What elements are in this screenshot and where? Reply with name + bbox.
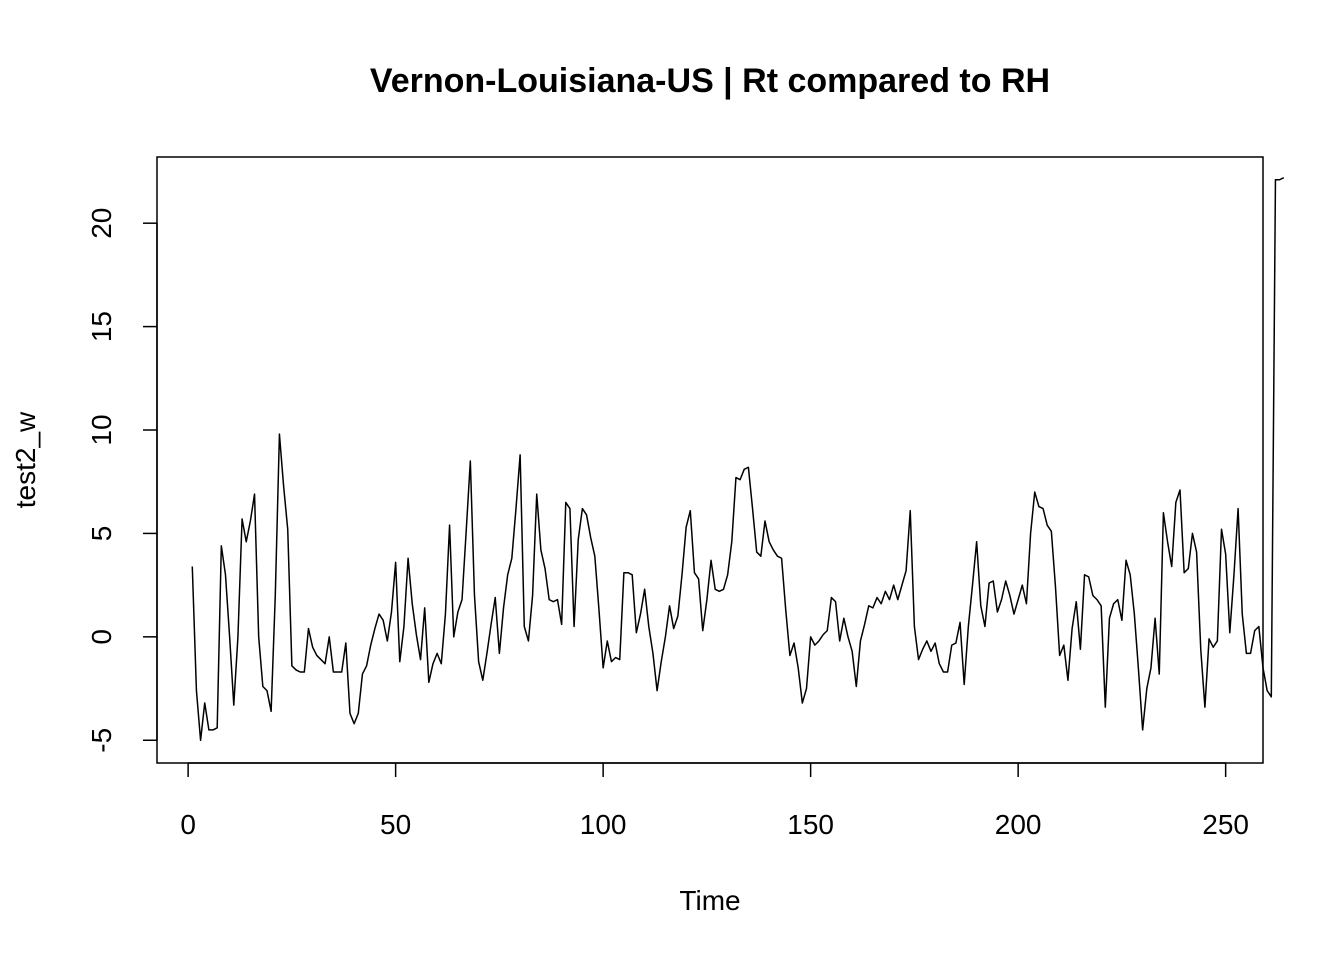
y-tick-label: -5: [86, 728, 117, 753]
x-tick-label: 100: [580, 809, 627, 840]
y-tick-label: 10: [86, 414, 117, 445]
series-layer: [191, 177, 1285, 741]
y-tick-label: 15: [86, 311, 117, 342]
x-tick-label: 150: [787, 809, 834, 840]
y-tick-label: 0: [86, 629, 117, 645]
y-axis-label: test2_w: [10, 411, 41, 508]
y-tick-label: 20: [86, 208, 117, 239]
x-tick-label: 0: [180, 809, 196, 840]
x-axis: 0 50 100 150 200 250: [180, 762, 1249, 840]
x-tick-label: 200: [995, 809, 1042, 840]
plot-frame: [156, 156, 1264, 764]
y-tick-label: 5: [86, 526, 117, 542]
x-tick-label: 250: [1202, 809, 1249, 840]
y-axis: -5 0 5 10 15 20: [86, 208, 158, 753]
x-axis-label: Time: [679, 885, 740, 916]
series-line-1: [191, 177, 1285, 741]
x-tick-label: 50: [380, 809, 411, 840]
chart-title: Vernon-Louisiana-US | Rt compared to RH: [370, 62, 1050, 100]
